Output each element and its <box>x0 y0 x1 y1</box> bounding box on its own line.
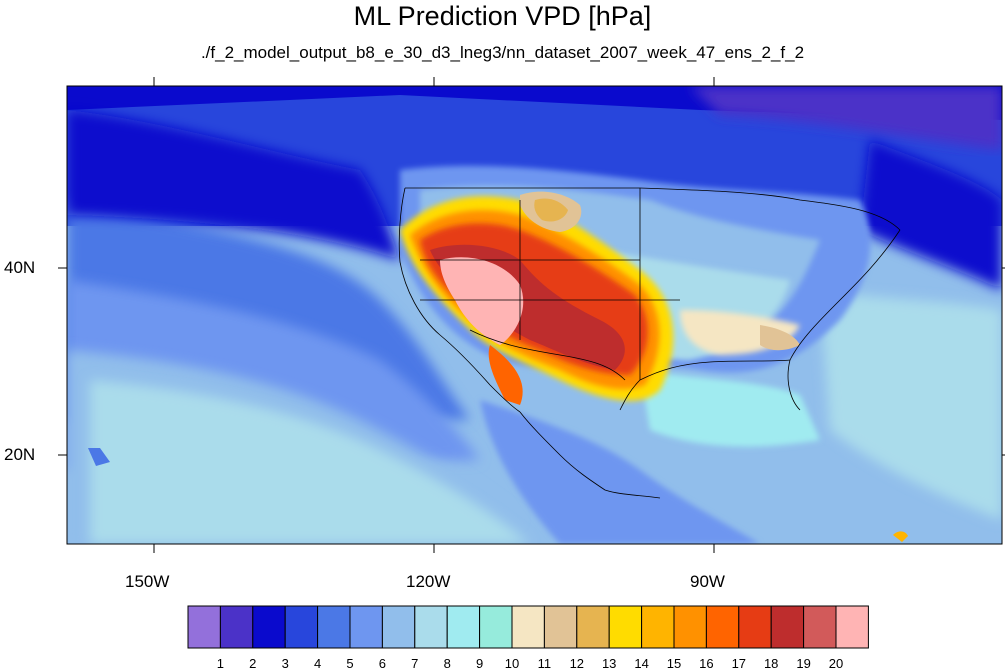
lon-label-120w: 120W <box>406 572 451 591</box>
map-ticks <box>58 77 1005 553</box>
colorbar-swatch <box>446 605 481 649</box>
colorbar-tick-label: 11 <box>537 656 552 671</box>
colorbar-tick-label: 2 <box>249 656 257 671</box>
colorbar-swatch <box>803 605 837 649</box>
colorbar-tick-label: 1 <box>216 656 224 671</box>
map-subtitle: ./f_2_model_output_b8_e_30_d3_lneg3/nn_d… <box>200 43 805 62</box>
colorbar-tick-label: 7 <box>411 656 419 671</box>
colorbar-tick-label: 17 <box>731 656 747 671</box>
lon-label-90w: 90W <box>690 572 725 591</box>
colorbar <box>187 605 869 649</box>
map-field <box>67 86 1002 544</box>
colorbar-tick-label: 8 <box>443 656 451 671</box>
colorbar-swatch <box>673 605 707 649</box>
colorbar-tick-label: 13 <box>601 656 617 671</box>
colorbar-swatch <box>187 605 221 649</box>
colorbar-tick-label: 9 <box>475 656 484 671</box>
colorbar-swatch <box>641 605 675 649</box>
colorbar-swatch <box>317 605 351 649</box>
colorbar-swatch <box>835 605 869 649</box>
colorbar-tick-label: 14 <box>634 656 649 671</box>
colorbar-tick-label: 19 <box>796 656 811 671</box>
colorbar-tick-label: 5 <box>346 656 354 671</box>
colorbar-swatch <box>284 605 319 649</box>
colorbar-swatch <box>414 605 448 649</box>
colorbar-swatch <box>705 605 740 649</box>
coastlines <box>398 187 901 499</box>
colorbar-swatch <box>738 605 772 649</box>
colorbar-tick-label: 3 <box>281 656 289 671</box>
lat-label-40n: 40N <box>4 258 36 277</box>
colorbar-tick-label: 6 <box>378 656 386 671</box>
colorbar-swatch <box>381 605 416 649</box>
colorbar-swatch <box>576 605 610 649</box>
map-title: ML Prediction VPD [hPa] <box>353 1 652 31</box>
colorbar-tick-label: 15 <box>666 656 682 671</box>
colorbar-swatch <box>543 605 578 649</box>
lat-label-20n: 20N <box>4 445 36 464</box>
colorbar-swatch <box>219 605 254 649</box>
colorbar-swatch <box>511 605 545 649</box>
colorbar-swatch <box>479 605 513 649</box>
colorbar-tick-label: 16 <box>699 656 714 671</box>
colorbar-swatch <box>770 605 805 649</box>
colorbar-tick-label: 20 <box>828 656 844 671</box>
colorbar-tick-label: 18 <box>763 656 779 671</box>
colorbar-tick-label: 4 <box>313 656 322 671</box>
colorbar-swatch <box>349 605 383 649</box>
map-frame <box>66 85 1003 545</box>
colorbar-swatch <box>608 605 643 649</box>
lon-label-150w: 150W <box>125 572 170 591</box>
colorbar-tick-label: 10 <box>504 656 520 671</box>
colorbar-swatch <box>252 605 286 649</box>
colorbar-tick-label: 12 <box>569 656 585 671</box>
